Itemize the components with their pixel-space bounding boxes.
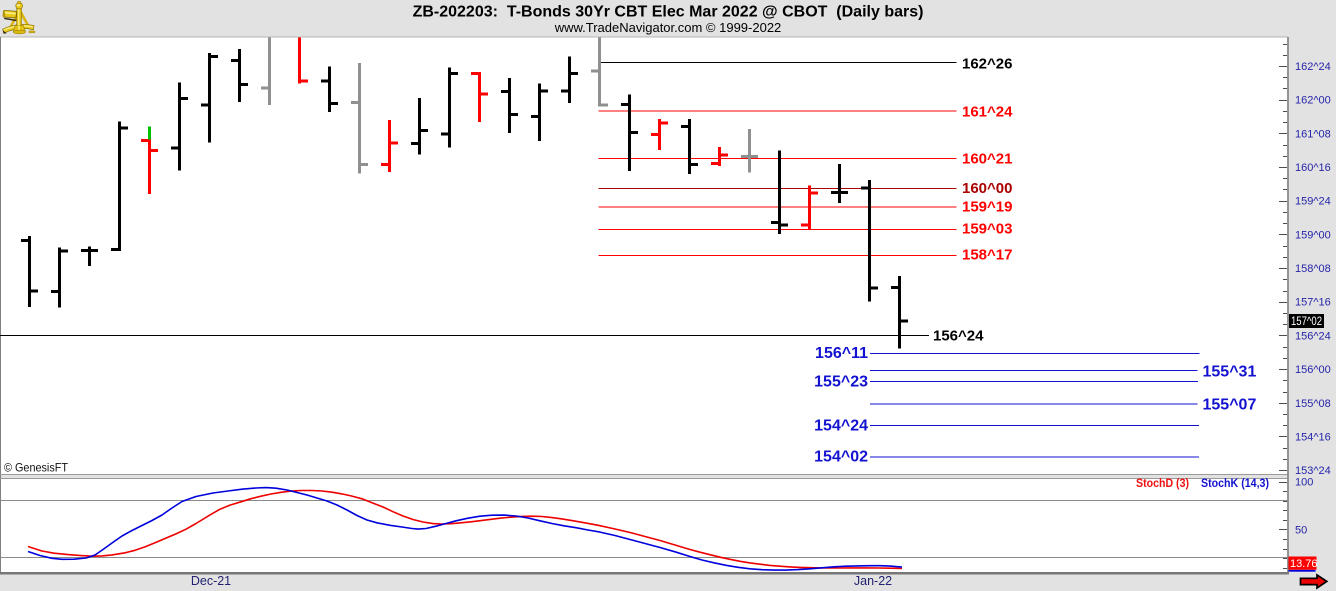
svg-text:160^16: 160^16 bbox=[1295, 162, 1331, 174]
svg-text:155^23: 155^23 bbox=[814, 374, 868, 391]
svg-text:StochK (14,3): StochK (14,3) bbox=[1201, 476, 1269, 490]
svg-text:© GenesisFT: © GenesisFT bbox=[4, 461, 69, 475]
svg-text:www.TradeNavigator.com © 1999-: www.TradeNavigator.com © 1999-2022 bbox=[554, 20, 782, 35]
svg-text:157^02: 157^02 bbox=[1291, 316, 1322, 328]
svg-text:StochD (3): StochD (3) bbox=[1136, 476, 1189, 490]
svg-text:156^11: 156^11 bbox=[815, 345, 868, 362]
svg-text:160^21: 160^21 bbox=[962, 151, 1012, 168]
svg-text:159^00: 159^00 bbox=[1295, 229, 1331, 241]
svg-text:159^24: 159^24 bbox=[1295, 196, 1331, 208]
svg-text:159^03: 159^03 bbox=[962, 221, 1012, 238]
svg-text:162^00: 162^00 bbox=[1295, 95, 1331, 107]
svg-text:158^17: 158^17 bbox=[962, 247, 1012, 264]
svg-text:158^08: 158^08 bbox=[1295, 263, 1331, 275]
svg-text:Dec-21: Dec-21 bbox=[191, 574, 231, 588]
svg-text:153^24: 153^24 bbox=[1295, 465, 1331, 477]
svg-text:157^16: 157^16 bbox=[1295, 297, 1331, 309]
svg-text:159^19: 159^19 bbox=[962, 199, 1012, 216]
svg-text:156^24: 156^24 bbox=[933, 328, 984, 345]
svg-text:161^08: 161^08 bbox=[1295, 128, 1331, 140]
svg-text:155^31: 155^31 bbox=[1203, 364, 1257, 381]
svg-text:156^00: 156^00 bbox=[1295, 364, 1331, 376]
svg-text:154^02: 154^02 bbox=[814, 449, 868, 466]
svg-text:Jan-22: Jan-22 bbox=[854, 574, 892, 588]
svg-text:162^26: 162^26 bbox=[962, 56, 1012, 73]
svg-text:13.76: 13.76 bbox=[1290, 558, 1318, 570]
svg-text:162^24: 162^24 bbox=[1295, 61, 1331, 73]
svg-text:155^08: 155^08 bbox=[1295, 398, 1331, 410]
svg-text:154^16: 154^16 bbox=[1295, 431, 1331, 443]
svg-text:155^07: 155^07 bbox=[1203, 397, 1257, 414]
svg-text:160^00: 160^00 bbox=[962, 180, 1012, 197]
svg-text:100: 100 bbox=[1295, 477, 1313, 489]
svg-text:ZB-202203: T-Bonds 30Yr CBT E: ZB-202203: T-Bonds 30Yr CBT Elec Mar 202… bbox=[413, 4, 924, 21]
svg-text:161^24: 161^24 bbox=[962, 104, 1013, 121]
svg-text:50: 50 bbox=[1295, 525, 1307, 537]
svg-text:156^24: 156^24 bbox=[1295, 330, 1331, 342]
svg-text:154^24: 154^24 bbox=[814, 418, 868, 435]
